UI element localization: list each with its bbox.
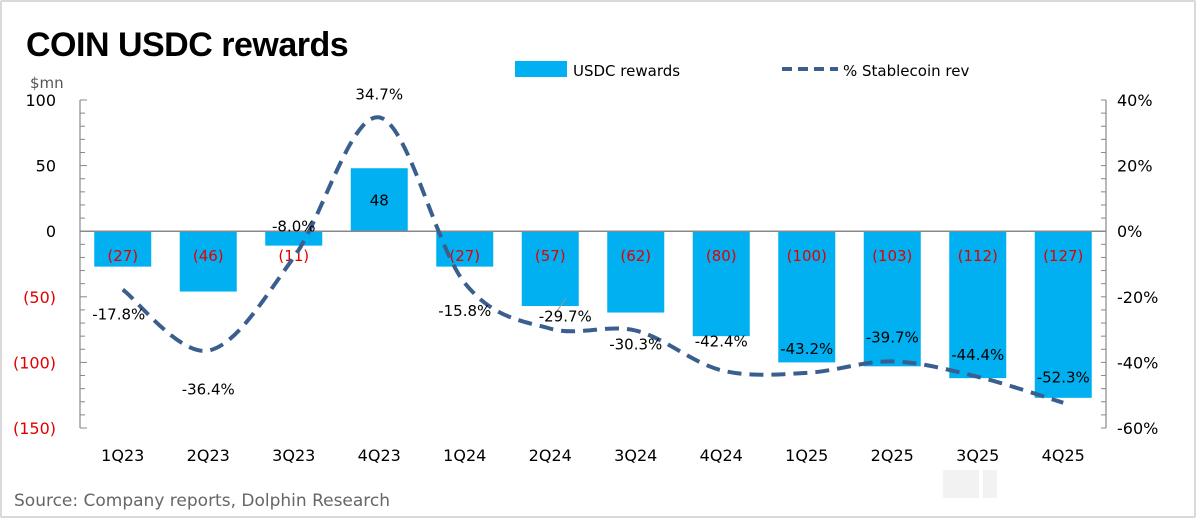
line-data-label: -30.3% (609, 336, 662, 354)
line-data-label: -29.7% (539, 308, 592, 326)
x-tick-label: 1Q25 (785, 446, 828, 465)
x-tick-label: 4Q24 (700, 446, 743, 465)
brand-logo-block (983, 470, 997, 498)
y-tick-label: 100 (25, 91, 56, 110)
bar-data-label: (127) (1043, 247, 1083, 265)
y2-tick-label: -20% (1117, 288, 1158, 307)
line-data-label: -15.8% (438, 302, 491, 320)
y2-tick-label: 0% (1117, 222, 1142, 241)
bar-data-label: (80) (706, 247, 737, 265)
bar (692, 231, 750, 337)
line-data-label: 34.7% (355, 85, 403, 103)
y-axis-unit: $mn (30, 74, 64, 92)
bar-data-label: (11) (278, 247, 309, 265)
x-tick-label: 4Q23 (358, 446, 401, 465)
source-note: Source: Company reports, Dolphin Researc… (14, 491, 391, 511)
leader-line (554, 297, 567, 315)
bar-data-label: (103) (872, 247, 912, 265)
bar (350, 168, 408, 232)
bar-data-label: (46) (193, 247, 224, 265)
x-tick-label: 3Q23 (272, 446, 315, 465)
line-data-label: -44.4% (951, 346, 1004, 364)
y2-tick-label: 20% (1117, 157, 1153, 176)
bar-data-label: (112) (958, 247, 998, 265)
bar (1034, 231, 1092, 398)
y-tick-label: 0 (46, 222, 56, 241)
x-tick-label: 1Q24 (443, 446, 486, 465)
y2-tick-label: 40% (1117, 91, 1153, 110)
x-tick-label: 4Q25 (1042, 446, 1085, 465)
bar (521, 231, 579, 306)
bar (265, 231, 323, 246)
y-tick-label: (150) (13, 419, 56, 438)
bar (949, 231, 1007, 379)
y-tick-label: (50) (23, 288, 56, 307)
y-tick-label: (100) (13, 353, 56, 372)
x-tick-label: 3Q25 (956, 446, 999, 465)
y-tick-label: 50 (36, 157, 56, 176)
bar-data-label: (27) (107, 247, 138, 265)
bar-data-label: 48 (370, 192, 389, 210)
y2-tick-label: -40% (1117, 353, 1158, 372)
bar-data-label: (27) (449, 247, 480, 265)
brand-logo-block (943, 470, 979, 498)
legend-bar-swatch (515, 61, 567, 77)
bar (607, 231, 665, 313)
x-tick-label: 2Q23 (187, 446, 230, 465)
line-data-label: -8.0% (272, 217, 316, 235)
x-tick-label: 2Q24 (529, 446, 572, 465)
chart-title: COIN USDC rewards (26, 26, 349, 64)
legend-line-label: % Stablecoin rev (843, 62, 969, 80)
bar-data-label: (57) (535, 247, 566, 265)
line-data-label: -42.4% (695, 332, 748, 350)
line-data-label: -17.8% (92, 306, 145, 324)
x-tick-label: 1Q23 (101, 446, 144, 465)
line-data-label: -39.7% (866, 328, 919, 346)
x-tick-label: 3Q24 (614, 446, 657, 465)
line-series (121, 115, 1064, 405)
line-data-label: -36.4% (182, 381, 235, 399)
bar-data-label: (62) (620, 247, 651, 265)
bar (863, 231, 921, 367)
bar-data-label: (100) (787, 247, 827, 265)
line-data-label: -52.3% (1037, 369, 1090, 387)
bar (179, 231, 237, 292)
bar (94, 231, 152, 267)
y2-tick-label: -60% (1117, 419, 1158, 438)
line-data-label: -43.2% (780, 340, 833, 358)
x-tick-label: 2Q25 (871, 446, 914, 465)
bar (778, 231, 836, 363)
legend-bar-label: USDC rewards (573, 62, 680, 80)
